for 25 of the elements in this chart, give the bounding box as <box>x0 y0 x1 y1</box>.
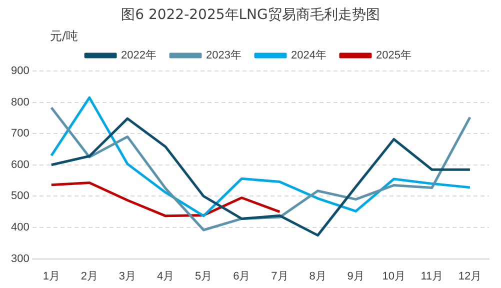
x-tick-label: 5月 <box>195 270 212 282</box>
x-tick-label: 7月 <box>271 270 288 282</box>
legend-label: 2023年 <box>206 50 242 62</box>
x-tick-label: 10月 <box>382 270 406 282</box>
x-tick-label: 2月 <box>80 270 98 282</box>
y-tick-label: 400 <box>10 222 30 234</box>
y-axis-title: 元/吨 <box>50 28 78 45</box>
y-tick-label: 300 <box>10 252 30 265</box>
legend-label: 2022年 <box>121 50 157 62</box>
y-tick-label: 700 <box>10 128 30 140</box>
x-tick-label: 1月 <box>42 270 60 282</box>
x-tick-label: 3月 <box>118 270 136 282</box>
x-tick-label: 8月 <box>309 270 326 282</box>
y-tick-label: 800 <box>10 96 30 108</box>
x-tick-label: 12月 <box>458 270 482 282</box>
legend-label: 2024年 <box>291 50 326 62</box>
x-tick-label: 4月 <box>156 270 174 282</box>
x-tick-label: 6月 <box>233 270 250 282</box>
x-tick-label: 11月 <box>420 270 444 282</box>
legend-label: 2025年 <box>376 50 412 62</box>
chart-title: 图6 2022-2025年LNG贸易商毛利走势图 <box>120 6 381 24</box>
y-tick-label: 900 <box>10 65 30 78</box>
x-tick-label: 9月 <box>347 270 364 282</box>
y-tick-label: 500 <box>10 190 30 202</box>
y-tick-label: 600 <box>10 158 30 171</box>
